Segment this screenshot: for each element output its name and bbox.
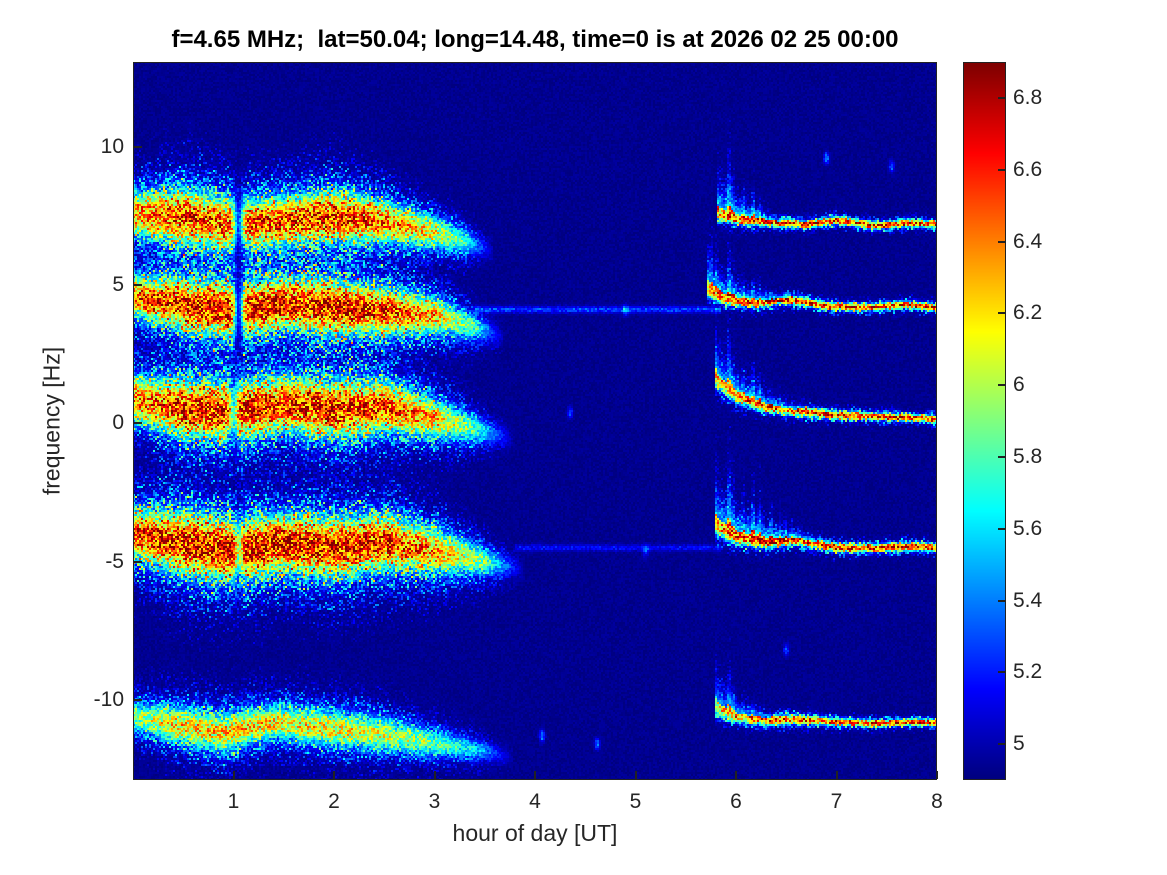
colorbar-tick-mark <box>998 312 1005 315</box>
y-tick-label: 10 <box>100 135 124 159</box>
y-axis-label: frequency [Hz] <box>38 346 65 496</box>
colorbar-tick-mark <box>998 384 1005 387</box>
colorbar-tick-label: 5 <box>1013 732 1025 756</box>
x-tick-label: 1 <box>227 790 240 813</box>
colorbar-tick-mark <box>998 743 1005 746</box>
heatmap-canvas <box>133 62 937 780</box>
colorbar-tick-mark <box>998 96 1005 99</box>
x-tick-mark <box>835 771 838 779</box>
colorbar-tick-mark <box>998 527 1005 530</box>
colorbar-tick-mark <box>998 671 1005 674</box>
colorbar-tick-label: 5.4 <box>1013 588 1043 612</box>
x-tick-label: 6 <box>730 790 742 813</box>
x-tick-mark <box>735 771 737 779</box>
x-tick-mark <box>433 771 436 779</box>
y-tick-mark <box>134 698 142 701</box>
colorbar-tick-mark <box>998 599 1005 602</box>
colorbar-canvas <box>964 63 1005 779</box>
x-axis-label: hour of day [UT] <box>452 820 618 846</box>
y-tick-mark <box>134 284 142 287</box>
y-tick-mark <box>134 146 142 149</box>
x-tick-mark <box>232 771 235 779</box>
y-tick-mark <box>134 422 142 425</box>
x-tick-label: 3 <box>428 790 441 813</box>
x-tick-label: 8 <box>931 790 943 813</box>
colorbar-tick-label: 6.4 <box>1013 229 1043 253</box>
x-tick-label: 2 <box>328 790 340 813</box>
y-tick-label: -10 <box>93 687 124 711</box>
y-tick-mark <box>134 560 142 563</box>
y-tick-label: 0 <box>112 411 124 435</box>
colorbar-tick-label: 6.8 <box>1013 85 1043 109</box>
colorbar <box>963 62 1006 780</box>
x-tick-mark <box>333 771 335 779</box>
colorbar-tick-label: 6.6 <box>1013 157 1043 181</box>
colorbar-tick-mark <box>998 240 1005 243</box>
y-tick-label: 5 <box>112 273 124 297</box>
colorbar-tick-label: 5.8 <box>1013 444 1043 468</box>
colorbar-tick-mark <box>998 455 1005 458</box>
x-tick-mark <box>936 771 938 779</box>
chart-title: f=4.65 MHz; lat=50.04; long=14.48, time=… <box>171 26 899 53</box>
colorbar-tick-label: 6 <box>1013 373 1025 397</box>
x-tick-mark <box>534 771 536 779</box>
colorbar-tick-label: 5.6 <box>1013 516 1043 540</box>
x-tick-label: 5 <box>629 790 642 813</box>
colorbar-tick-mark <box>998 168 1005 171</box>
x-tick-label: 4 <box>529 790 541 813</box>
y-tick-label: -5 <box>105 549 124 573</box>
x-tick-label: 7 <box>830 790 843 813</box>
colorbar-tick-label: 6.2 <box>1013 301 1043 325</box>
colorbar-tick-label: 5.2 <box>1013 660 1043 684</box>
x-tick-mark <box>634 771 637 779</box>
